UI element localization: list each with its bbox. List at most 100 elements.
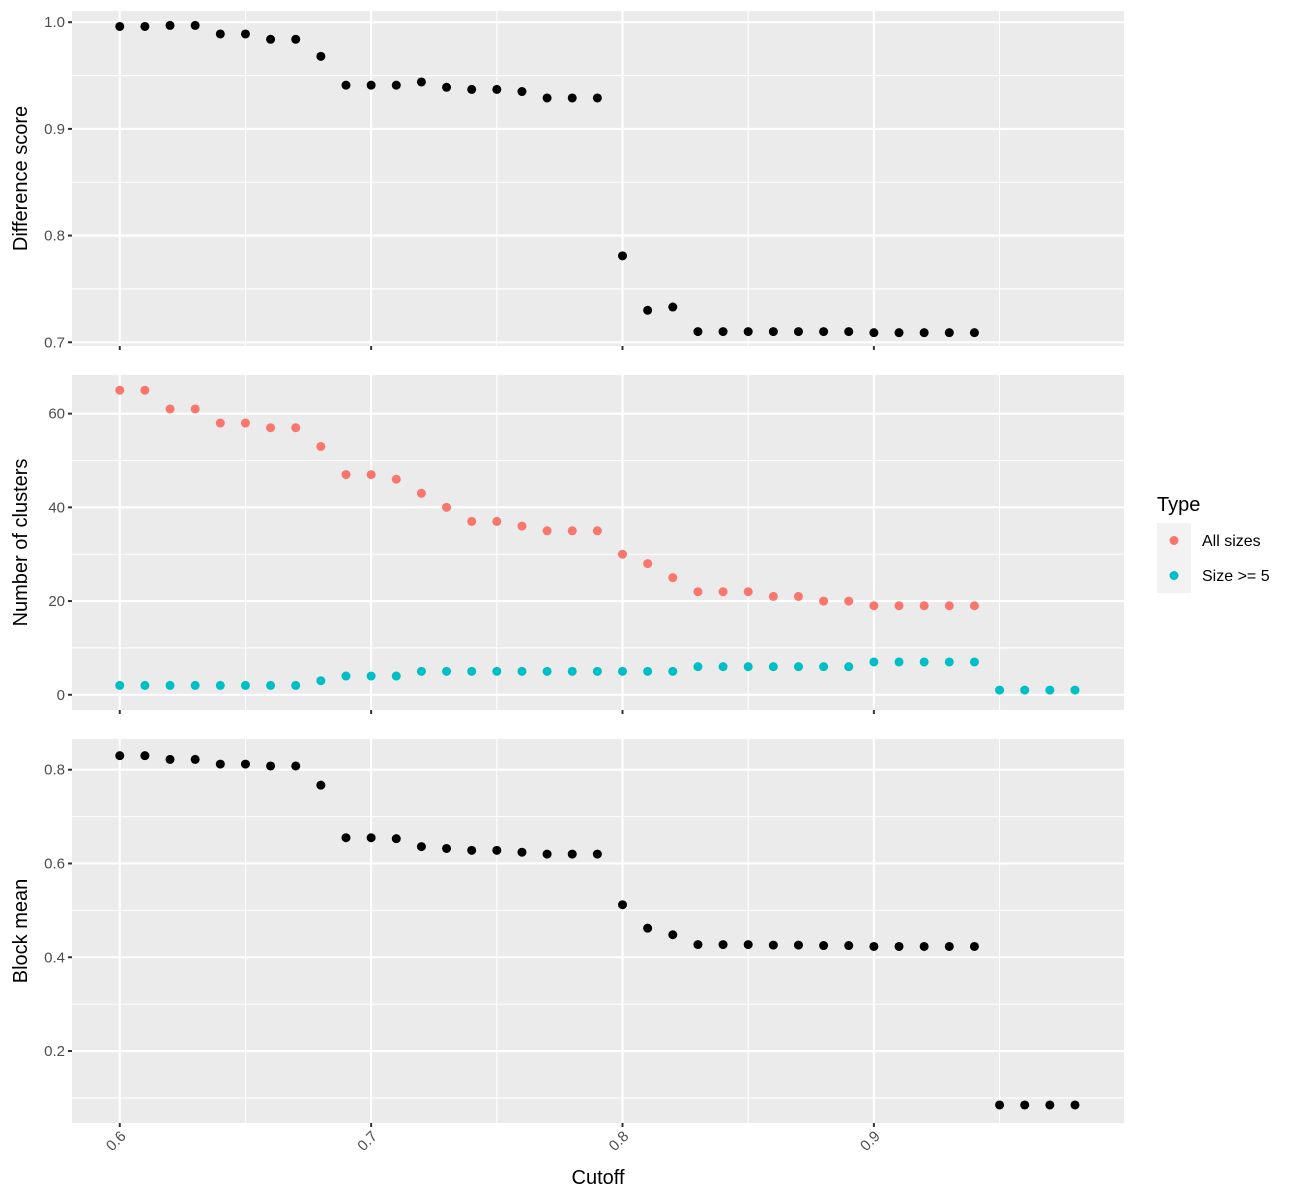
- data-point: [140, 680, 150, 690]
- data-point: [215, 680, 225, 690]
- data-point: [391, 80, 401, 90]
- data-point: [115, 385, 125, 395]
- data-point: [266, 34, 276, 44]
- data-point: [467, 516, 477, 526]
- data-point: [844, 662, 854, 672]
- data-point: [618, 900, 628, 910]
- data-point: [240, 418, 250, 428]
- data-point: [492, 666, 502, 676]
- data-point: [718, 587, 728, 597]
- data-point: [995, 1100, 1005, 1110]
- data-point: [718, 662, 728, 672]
- y-tick-label: 0.9: [44, 121, 65, 138]
- data-point: [291, 761, 301, 771]
- data-point: [567, 666, 577, 676]
- panel-background: [72, 739, 1124, 1123]
- data-point: [467, 845, 477, 855]
- data-point: [467, 84, 477, 94]
- data-point: [115, 751, 125, 761]
- y-axis-title: Difference score: [10, 106, 32, 251]
- data-point: [416, 488, 426, 498]
- data-point: [768, 940, 778, 950]
- y-tick-label: 0.4: [44, 949, 65, 966]
- data-point: [844, 941, 854, 951]
- data-point: [492, 845, 502, 855]
- legend-entry: All sizes: [1157, 523, 1261, 558]
- data-point: [844, 327, 854, 337]
- x-tick-label: 0.8: [606, 1128, 633, 1155]
- data-point: [919, 941, 929, 951]
- data-point: [316, 780, 326, 790]
- data-point: [266, 761, 276, 771]
- panel-1: 0.7 0.8 0.9 1.0 Difference score: [10, 11, 1124, 351]
- data-point: [190, 680, 200, 690]
- y-tick-label: 0.8: [44, 228, 65, 245]
- data-point: [819, 662, 829, 672]
- data-point: [291, 680, 301, 690]
- data-point: [215, 759, 225, 769]
- data-point: [869, 941, 879, 951]
- data-point: [969, 601, 979, 611]
- panels-layer: 0.7 0.8 0.9 1.0 Difference score 0 20 40 60 Numbe…: [10, 11, 1124, 1127]
- legend-dot: [1169, 536, 1179, 545]
- data-point: [165, 404, 175, 414]
- data-point: [743, 662, 753, 672]
- data-point: [743, 940, 753, 950]
- data-point: [819, 596, 829, 606]
- data-point: [165, 20, 175, 30]
- data-point: [190, 20, 200, 30]
- data-point: [693, 940, 703, 950]
- data-point: [341, 470, 351, 480]
- y-axis-title: Number of clusters: [10, 459, 32, 627]
- data-point: [240, 680, 250, 690]
- data-point: [919, 657, 929, 667]
- data-point: [190, 404, 200, 414]
- data-point: [1045, 1100, 1055, 1110]
- data-point: [819, 327, 829, 337]
- data-point: [366, 833, 376, 843]
- y-tick-label: 0.8: [44, 762, 65, 779]
- y-tick-label: 0: [57, 687, 65, 704]
- data-point: [618, 666, 628, 676]
- data-point: [341, 833, 351, 843]
- data-point: [668, 930, 678, 940]
- data-point: [140, 751, 150, 761]
- data-point: [291, 423, 301, 433]
- data-point: [995, 685, 1005, 695]
- data-point: [944, 328, 954, 338]
- data-point: [668, 666, 678, 676]
- y-tick-label: 0.7: [44, 334, 65, 351]
- data-point: [567, 849, 577, 859]
- data-point: [366, 80, 376, 90]
- data-point: [969, 657, 979, 667]
- data-point: [944, 601, 954, 611]
- data-point: [643, 305, 653, 315]
- data-point: [894, 657, 904, 667]
- data-point: [1045, 685, 1055, 695]
- data-point: [165, 754, 175, 764]
- series-2: [115, 657, 1080, 695]
- data-point: [416, 842, 426, 852]
- series-1: [115, 20, 979, 338]
- data-point: [240, 759, 250, 769]
- y-tick-label: 0.2: [44, 1043, 65, 1060]
- data-point: [718, 327, 728, 337]
- data-point: [517, 521, 527, 531]
- data-point: [416, 77, 426, 87]
- data-point: [190, 754, 200, 764]
- x-axis-title: Cutoff: [572, 1167, 625, 1189]
- data-point: [467, 666, 477, 676]
- data-point: [592, 93, 602, 103]
- y-tick-label: 1.0: [44, 14, 65, 31]
- data-point: [442, 502, 452, 512]
- data-point: [743, 587, 753, 597]
- data-point: [115, 680, 125, 690]
- data-point: [668, 302, 678, 312]
- series-1: [115, 751, 1080, 1110]
- y-axis-title: Block mean: [10, 879, 32, 984]
- data-point: [919, 601, 929, 611]
- data-point: [341, 671, 351, 681]
- data-point: [266, 680, 276, 690]
- data-point: [542, 526, 552, 536]
- data-point: [793, 591, 803, 601]
